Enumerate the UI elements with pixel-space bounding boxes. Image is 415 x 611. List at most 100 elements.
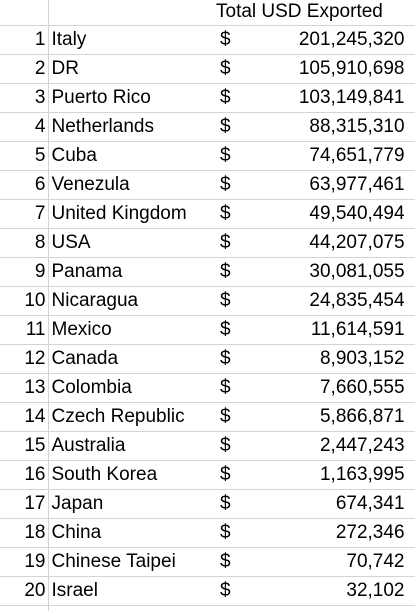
usd-value-cell[interactable]: 49,540,494 [254,199,415,229]
table-row: 10 Nicaragua $24,835,454 [0,286,415,316]
rank-cell[interactable]: 2 [0,54,49,84]
rank-cell[interactable]: 5 [0,141,49,171]
usd-value-cell[interactable]: 70,742 [254,547,415,577]
country-cell[interactable]: USA [48,228,212,258]
currency-symbol-cell[interactable]: $ [212,547,254,577]
currency-symbol-cell[interactable]: $ [212,518,254,548]
rank-cell[interactable]: 3 [0,83,49,113]
usd-value-cell[interactable]: 105,910,698 [254,54,415,84]
usd-value-cell[interactable]: 5,866,871 [254,402,415,432]
currency-symbol-cell[interactable]: $ [212,170,254,200]
country-cell[interactable]: Puerto Rico [48,83,212,113]
usd-value-cell[interactable]: 2,447,243 [254,431,415,461]
country-cell[interactable]: Cuba [48,141,212,171]
usd-value-cell[interactable]: 88,315,310 [254,112,415,142]
usd-value-cell[interactable]: 7,660,555 [254,373,415,403]
country-cell[interactable]: Czech Republic [48,402,212,432]
currency-symbol-cell[interactable]: $ [212,576,254,606]
currency-symbol-cell[interactable]: $ [212,489,254,519]
rank-cell[interactable]: 12 [0,344,49,374]
currency-symbol-cell[interactable]: $ [212,54,254,84]
rank-cell[interactable]: 11 [0,315,49,345]
rank-cell[interactable]: 15 [0,431,49,461]
usd-value-cell[interactable]: 74,651,779 [254,141,415,171]
currency-symbol-cell[interactable]: $ [212,315,254,345]
rank-cell[interactable]: 9 [0,257,49,287]
usd-value-cell[interactable]: 63,977,461 [254,170,415,200]
currency-symbol-cell[interactable]: $ [212,257,254,287]
rank-cell[interactable]: 16 [0,460,49,490]
rank-cell[interactable]: 14 [0,402,49,432]
usd-value-cell[interactable]: 8,903,152 [254,344,415,374]
table-row: 6 Venezula $63,977,461 [0,170,415,200]
currency-symbol-cell[interactable]: $ [212,286,254,316]
usd-value-cell[interactable]: 103,149,841 [254,83,415,113]
table-row: 13 Colombia $7,660,555 [0,373,415,403]
currency-symbol-cell[interactable]: $ [212,25,254,55]
country-cell[interactable]: United Kingdom [48,199,212,229]
currency-symbol-cell[interactable]: $ [212,460,254,490]
empty-row [0,605,415,611]
country-cell[interactable]: Chinese Taipei [48,547,212,577]
rank-cell[interactable]: 6 [0,170,49,200]
rank-cell[interactable]: 20 [0,576,49,606]
country-cell[interactable]: Italy [48,25,212,55]
usd-value-cell[interactable]: 674,341 [254,489,415,519]
currency-symbol-cell[interactable]: $ [212,141,254,171]
rank-cell[interactable]: 13 [0,373,49,403]
country-cell[interactable]: China [48,518,212,548]
country-cell[interactable]: Israel [48,576,212,606]
table-row: 18 China $272,346 [0,518,415,548]
country-cell[interactable]: Mexico [48,315,212,345]
currency-symbol-cell[interactable]: $ [212,83,254,113]
country-cell[interactable]: DR [48,54,212,84]
header-cell-rank[interactable] [0,0,49,26]
usd-value-cell[interactable]: 24,835,454 [254,286,415,316]
currency-symbol-cell[interactable]: $ [212,228,254,258]
rank-cell[interactable]: 1 [0,25,49,55]
currency-symbol-cell[interactable]: $ [212,199,254,229]
table-row: 1 Italy $201,245,320 [0,25,415,55]
empty-cell[interactable] [48,605,212,611]
empty-cell[interactable] [212,605,254,611]
country-cell[interactable]: Nicaragua [48,286,212,316]
table-row: 8 USA $44,207,075 [0,228,415,258]
rank-cell[interactable]: 4 [0,112,49,142]
rank-cell[interactable]: 10 [0,286,49,316]
country-cell[interactable]: Canada [48,344,212,374]
table-row: 14 Czech Republic $5,866,871 [0,402,415,432]
empty-cell[interactable] [0,605,49,611]
currency-symbol-cell[interactable]: $ [212,431,254,461]
usd-value-cell[interactable]: 32,102 [254,576,415,606]
table-row: 5 Cuba $74,651,779 [0,141,415,171]
table-row: 4 Netherlands $88,315,310 [0,112,415,142]
currency-symbol-cell[interactable]: $ [212,402,254,432]
country-cell[interactable]: Australia [48,431,212,461]
usd-value-cell[interactable]: 1,163,995 [254,460,415,490]
empty-cell[interactable] [254,605,415,611]
column-header-total-usd-exported[interactable]: Total USD Exported [212,0,415,26]
country-cell[interactable]: Panama [48,257,212,287]
currency-symbol-cell[interactable]: $ [212,112,254,142]
country-cell[interactable]: Colombia [48,373,212,403]
usd-value-cell[interactable]: 44,207,075 [254,228,415,258]
country-cell[interactable]: Netherlands [48,112,212,142]
usd-value-cell[interactable]: 272,346 [254,518,415,548]
country-cell[interactable]: Venezula [48,170,212,200]
country-cell[interactable]: Japan [48,489,212,519]
currency-symbol-cell[interactable]: $ [212,373,254,403]
usd-value-cell[interactable]: 11,614,591 [254,315,415,345]
rank-cell[interactable]: 8 [0,228,49,258]
usd-value-cell[interactable]: 30,081,055 [254,257,415,287]
header-cell-country[interactable] [48,0,212,26]
rank-cell[interactable]: 17 [0,489,49,519]
rank-cell[interactable]: 19 [0,547,49,577]
usd-value-cell[interactable]: 201,245,320 [254,25,415,55]
rank-cell[interactable]: 18 [0,518,49,548]
country-cell[interactable]: South Korea [48,460,212,490]
rank-cell[interactable]: 7 [0,199,49,229]
table-row: 11 Mexico $11,614,591 [0,315,415,345]
currency-symbol-cell[interactable]: $ [212,344,254,374]
